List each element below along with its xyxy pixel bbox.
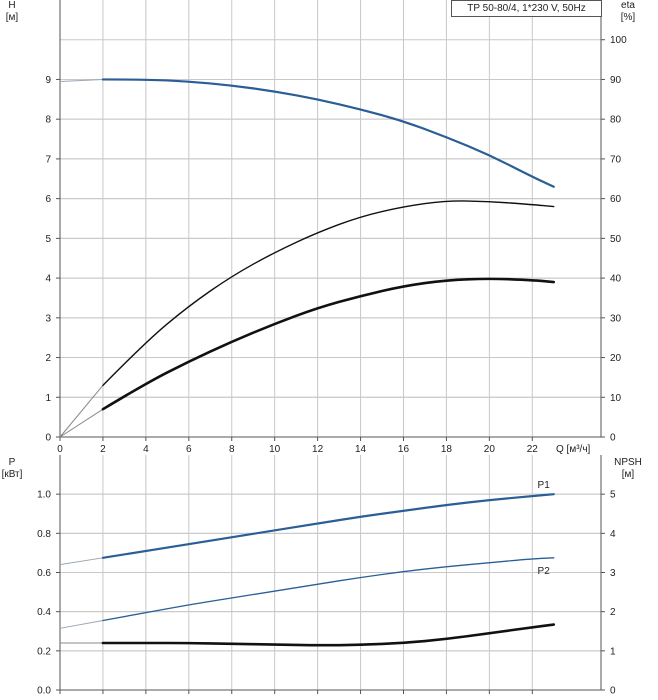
y-left-tick-label: 1 [45, 393, 51, 404]
y-left-tick-label: 3 [45, 313, 51, 324]
series-label-p1: P1 [538, 480, 551, 491]
y-right-tick-label: 5 [610, 490, 616, 501]
y-left-axis-label: P [9, 457, 16, 468]
y-right-tick-label: 0 [610, 686, 616, 697]
x-tick-label: 12 [312, 444, 324, 455]
y-left-tick-label: 0.2 [37, 646, 51, 657]
y-left-tick-label: 0.6 [37, 568, 51, 579]
y-left-tick-label: 8 [45, 115, 51, 126]
series-line-2 [102, 557, 555, 622]
y-left-tick-label: 7 [45, 154, 51, 165]
panel-2 [56, 455, 605, 694]
y-left-axis-unit: [м] [6, 12, 19, 23]
series-extension [59, 78, 103, 82]
x-tick-label: 18 [441, 444, 453, 455]
y-left-tick-label: 0.4 [37, 607, 51, 618]
y-right-tick-label: 2 [610, 607, 616, 618]
series-line-3 [101, 277, 556, 411]
x-tick-label: 4 [143, 444, 149, 455]
y-right-tick-label: 3 [610, 568, 616, 579]
y-left-tick-label: 2 [45, 353, 51, 364]
series-extension [59, 385, 104, 438]
legend-text: TP 50-80/4, 1*230 V, 50Hz [467, 3, 586, 14]
y-right-tick-label: 50 [610, 234, 622, 245]
y-right-tick-label: 0 [610, 433, 616, 444]
x-axis-label: Q [м³/ч] [556, 444, 591, 455]
y-left-tick-label: 1.0 [37, 490, 51, 501]
y-left-axis-unit: [кВт] [2, 469, 23, 480]
y-left-tick-label: 0.0 [37, 686, 51, 697]
x-tick-label: 14 [355, 444, 367, 455]
y-left-tick-label: 0 [45, 433, 51, 444]
y-right-tick-label: 90 [610, 75, 622, 86]
y-right-tick-label: 70 [610, 154, 622, 165]
y-right-tick-label: 80 [610, 115, 622, 126]
series-label-p2: P2 [538, 566, 551, 577]
x-tick-label: 2 [100, 444, 106, 455]
y-right-tick-label: 20 [610, 353, 622, 364]
series-line-1 [101, 493, 555, 559]
series-extension [59, 408, 104, 438]
x-tick-label: 10 [269, 444, 281, 455]
y-left-tick-label: 9 [45, 75, 51, 86]
y-right-tick-label: 40 [610, 274, 622, 285]
y-right-tick-label: 1 [610, 646, 616, 657]
y-left-tick-label: 4 [45, 274, 51, 285]
y-right-axis-unit: [%] [621, 12, 636, 23]
panel-1 [56, 0, 605, 441]
x-tick-label: 20 [484, 444, 496, 455]
y-left-tick-label: 6 [45, 194, 51, 205]
x-tick-label: 22 [527, 444, 539, 455]
y-right-tick-label: 30 [610, 313, 622, 324]
legend-box: TP 50-80/4, 1*230 V, 50Hz [451, 0, 602, 17]
x-tick-label: 0 [57, 444, 63, 455]
x-tick-label: 8 [229, 444, 235, 455]
y-left-tick-label: 0.8 [37, 529, 51, 540]
y-right-tick-label: 100 [610, 35, 627, 46]
y-right-axis-label: eta [621, 0, 635, 11]
y-right-tick-label: 10 [610, 393, 622, 404]
y-left-tick-label: 5 [45, 234, 51, 245]
series-extension [59, 619, 104, 629]
x-tick-label: 16 [398, 444, 410, 455]
series-line-3 [101, 623, 556, 647]
series-line-1 [101, 78, 555, 188]
y-right-tick-label: 4 [610, 529, 616, 540]
y-right-tick-label: 60 [610, 194, 622, 205]
series-line-2 [102, 200, 555, 387]
series-extension [59, 557, 104, 566]
y-right-axis-unit: [м] [622, 469, 635, 480]
y-right-axis-label: NPSH [614, 457, 642, 468]
x-tick-label: 6 [186, 444, 192, 455]
y-left-axis-label: H [8, 0, 15, 11]
